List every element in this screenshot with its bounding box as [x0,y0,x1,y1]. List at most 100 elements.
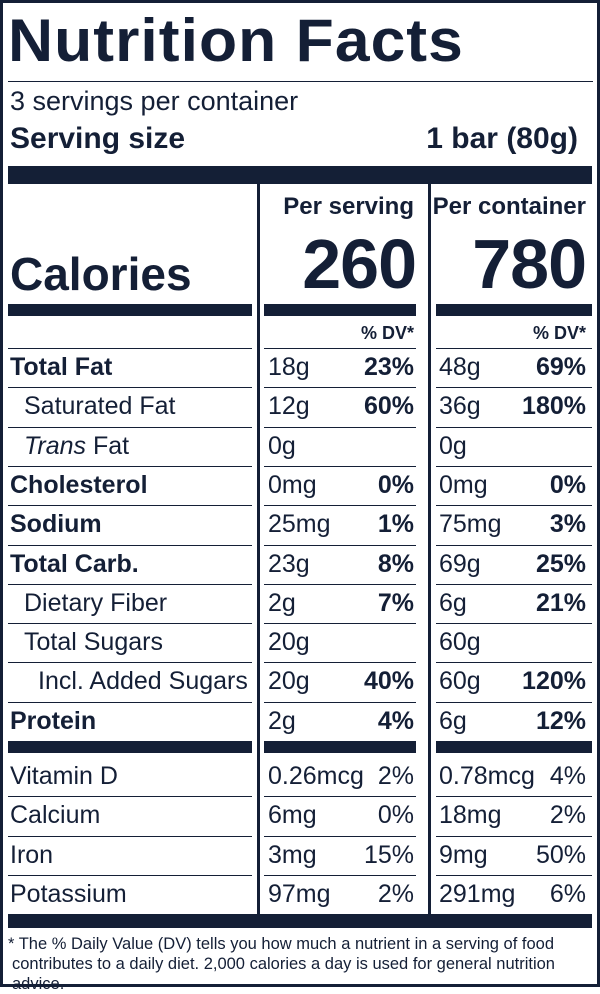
daily-value-footnote: * The % Daily Value (DV) tells you how m… [8,934,594,994]
serving-amount: 0mg [268,471,317,499]
row-rule-serving [264,466,416,467]
nutrient-name: Total Sugars [24,628,163,656]
vitamin-row: Iron 3mg 15% 9mg 50% [0,836,600,875]
nutrient-name: Total Carb. [10,550,139,578]
row-rule-container [436,505,592,506]
serving-amount: 23g [268,550,310,578]
row-rule-name [8,584,252,585]
nutrient-name: Incl. Added Sugars [38,667,248,695]
serving-dv: 60% [363,392,414,420]
nutrient-row: Saturated Fat 12g 60% 36g 180% [0,387,600,426]
container-amount: 6g [439,589,467,617]
vitamin-serving-amount: 97mg [268,880,331,908]
footnote-line-2: contributes to a daily diet. 2,000 calor… [12,955,555,993]
serving-dv: 40% [363,667,414,695]
nutrient-name-rest: Fat [86,432,130,460]
row-rule-name [8,505,252,506]
serving-amount: 12g [268,392,310,420]
row-rule-name [8,545,252,546]
container-amount: 60g [439,628,481,656]
container-amount: 69g [439,550,481,578]
calories-bar-serving [264,304,416,316]
serving-amount: 20g [268,628,310,656]
nutrient-row: Dietary Fiber 2g 7% 6g 21% [0,584,600,623]
container-dv: 0% [549,471,586,499]
container-dv: 120% [522,667,586,695]
column-divider-right [428,184,431,914]
nutrient-row: Protein 2g 4% 6g 12% [0,702,600,741]
row-rule-serving [264,427,416,428]
calories-label: Calories [10,248,192,300]
per-container-header: Per container [432,193,586,220]
serving-dv: 7% [377,589,414,617]
serving-divider-bar [8,166,592,184]
nutrient-row: Cholesterol 0mg 0% 0mg 0% [0,466,600,505]
nutrient-row: Trans Fat 0g 0g [0,427,600,466]
vitamin-name: Vitamin D [10,762,118,790]
vitamin-name: Potassium [10,880,127,908]
calories-per-container: 780 [472,225,587,303]
vitamin-serving-amount: 3mg [268,841,317,869]
serving-dv: 0% [377,471,414,499]
serving-amount: 18g [268,353,310,381]
vitamin-row: Potassium 97mg 2% 291mg 6% [0,875,600,914]
serving-dv: 23% [363,353,414,381]
nutrient-name-italic: Trans [24,432,87,460]
row-rule-name [8,623,252,624]
row-rule-serving [264,348,416,349]
serving-dv: 4% [377,707,414,735]
nutrient-name: Trans Fat [24,427,129,466]
row-rule-container [436,662,592,663]
vitamin-container-dv: 6% [549,880,586,908]
row-rule-name [8,427,252,428]
row-rule-name [8,702,252,703]
container-dv: 12% [535,707,586,735]
container-amount: 60g [439,667,481,695]
vitamin-container-amount: 291mg [439,880,516,908]
vitamin-serving-dv: 2% [377,762,414,790]
container-amount: 0mg [439,471,488,499]
nutrient-name: Saturated Fat [24,392,176,420]
nutrient-row: Incl. Added Sugars 20g 40% 60g 120% [0,662,600,701]
vitamin-rule-container [436,836,592,837]
serving-size-value: 1 bar (80g) [426,122,578,155]
row-rule-serving [264,584,416,585]
vitamin-row: Vitamin D 0.26mcg 2% 0.78mcg 4% [0,757,600,796]
vitamin-rule-container [436,796,592,797]
serving-size-label: Serving size [10,122,186,155]
vitamin-serving-dv: 2% [377,880,414,908]
nutrient-name: Total Fat [10,353,113,381]
nutrient-name: Cholesterol [10,471,148,499]
row-rule-container [436,545,592,546]
vitamin-bar-name [8,741,252,753]
serving-dv: 1% [377,510,414,538]
vitamin-container-dv: 2% [549,801,586,829]
row-rule-container [436,623,592,624]
vitamin-rule-name [8,796,252,797]
vitamin-rule-name [8,875,252,876]
row-rule-serving [264,545,416,546]
bottom-divider-bar [8,914,592,928]
container-dv: 180% [522,392,586,420]
row-rule-container [436,702,592,703]
label-title: Nutrition Facts [8,7,464,74]
container-dv: 69% [535,353,586,381]
container-amount: 36g [439,392,481,420]
title-divider [8,81,593,82]
row-rule-name [8,387,252,388]
vitamin-serving-dv: 15% [363,841,414,869]
container-amount: 75mg [439,510,502,538]
container-dv: 21% [535,589,586,617]
row-rule-container [436,387,592,388]
vitamin-rule-container [436,875,592,876]
nutrient-name: Dietary Fiber [24,589,168,617]
vitamin-container-amount: 0.78mcg [439,762,535,790]
vitamin-serving-amount: 6mg [268,801,317,829]
dv-header-container: % DV* [532,323,586,343]
vitamin-bar-serving [264,741,416,753]
nutrient-row: Total Carb. 23g 8% 69g 25% [0,545,600,584]
nutrient-name: Protein [10,707,97,735]
vitamin-container-amount: 18mg [439,801,502,829]
row-rule-serving [264,505,416,506]
vitamin-bar-container [436,741,592,753]
